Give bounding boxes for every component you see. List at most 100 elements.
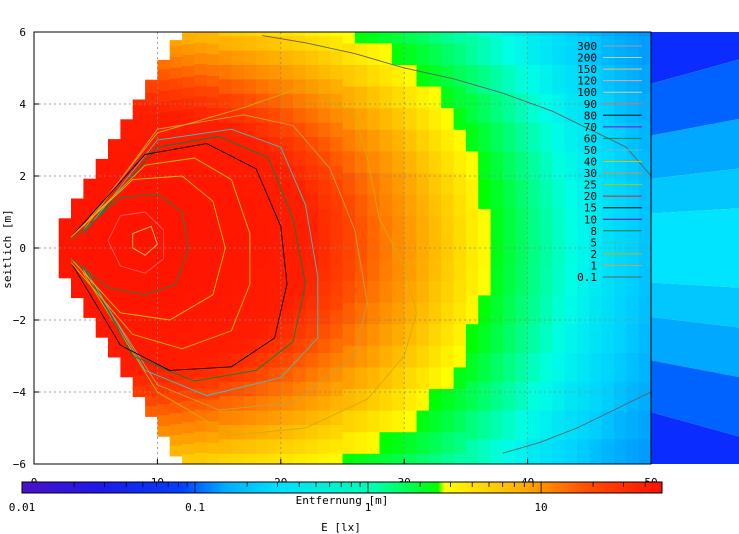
heatmap-cell	[83, 187, 97, 200]
y-tick-label: −2	[13, 314, 26, 327]
heatmap-cell	[539, 381, 553, 411]
heatmap-cell	[478, 32, 492, 37]
heatmap-cell	[145, 297, 158, 309]
heatmap-cell	[157, 338, 171, 351]
heatmap-cell	[231, 280, 245, 296]
heatmap-cell	[305, 64, 319, 80]
heatmap-cell	[342, 388, 356, 411]
heatmap-cell	[132, 104, 146, 117]
heatmap-cell	[539, 237, 553, 267]
heatmap-cell	[206, 172, 220, 184]
heatmap-cell	[145, 135, 158, 147]
heatmap-cell	[317, 381, 331, 397]
heatmap-cell	[317, 107, 331, 123]
heatmap-cell	[182, 378, 195, 390]
heatmap-cell	[626, 208, 640, 238]
heatmap-cell	[268, 107, 282, 123]
heatmap-cell	[157, 371, 171, 383]
heatmap-cell	[145, 178, 158, 191]
heatmap-cell	[330, 150, 344, 166]
heatmap-cell	[601, 64, 615, 94]
heatmap-cell	[293, 150, 306, 166]
heatmap-cell	[243, 410, 257, 425]
heatmap-cell	[564, 122, 578, 152]
heatmap-cell	[280, 179, 294, 195]
heatmap-cell	[527, 64, 541, 94]
heatmap-cell	[354, 32, 368, 44]
heatmap-cell	[614, 294, 627, 325]
heatmap-cell	[145, 189, 158, 201]
heatmap-cell	[206, 140, 220, 152]
heatmap-cell	[379, 280, 393, 303]
heatmap-cell	[552, 32, 566, 37]
heatmap-cell	[219, 64, 232, 80]
heatmap-cell	[453, 323, 467, 346]
heatmap-cell	[194, 32, 208, 43]
heatmap-cell	[256, 7, 269, 22]
heatmap-cell	[145, 340, 158, 353]
heatmap-cell	[354, 194, 368, 217]
heatmap-cell	[182, 432, 195, 444]
heatmap-cell	[539, 438, 553, 464]
heatmap-cell	[132, 99, 146, 106]
heatmap-cell	[428, 150, 442, 173]
heatmap-cell	[120, 171, 134, 183]
heatmap-cell	[243, 208, 257, 224]
y-tick-label: −6	[13, 458, 26, 471]
heatmap-cell	[169, 283, 183, 295]
heatmap-cell	[219, 294, 232, 310]
heatmap-cell	[71, 211, 84, 223]
heatmap-cell	[207, 464, 220, 475]
heatmap-cell	[601, 93, 615, 123]
heatmap-cell	[108, 238, 121, 250]
heatmap-cell	[317, 323, 331, 339]
legend-label: 100	[577, 86, 597, 99]
heatmap-cell	[132, 115, 146, 128]
heatmap-cell	[169, 121, 183, 133]
heatmap-cell	[256, 136, 269, 152]
legend-label: 10	[584, 213, 597, 226]
heatmap-cell	[367, 194, 381, 217]
heatmap-cell	[71, 286, 84, 299]
heatmap-cell	[194, 311, 208, 324]
y-axis: 6 4 2 0 −2 −4 −6	[13, 26, 39, 471]
heatmap-cell	[527, 237, 541, 267]
heatmap-cell	[638, 35, 652, 65]
heatmap-cell	[465, 438, 479, 464]
heatmap-cell	[231, 35, 245, 51]
heatmap-cell	[132, 299, 146, 311]
heatmap-cell	[490, 208, 504, 238]
legend-label: 5	[590, 236, 597, 249]
contour-line-8	[83, 135, 306, 382]
heatmap-cell	[231, 453, 245, 464]
heatmap-cell	[256, 294, 269, 310]
heatmap-cell	[330, 222, 344, 238]
heatmap-cell	[182, 86, 195, 99]
heatmap-cell	[367, 107, 381, 130]
heatmap-cell	[317, 194, 331, 209]
heatmap-cell	[108, 162, 121, 174]
heatmap-cell	[120, 301, 134, 313]
heatmap-cell	[367, 280, 381, 303]
heatmap-cell	[244, 468, 257, 483]
heatmap-cell	[231, 222, 245, 238]
heatmap-cell	[416, 42, 430, 65]
heatmap-cell	[145, 265, 158, 277]
heatmap-cell	[539, 323, 553, 353]
heatmap-cell	[132, 374, 146, 387]
heatmap-cell	[478, 35, 492, 65]
heatmap-cell	[317, 78, 331, 94]
heatmap-cell	[182, 410, 195, 423]
heatmap-cell	[132, 126, 146, 138]
heatmap-cell	[428, 86, 442, 109]
heatmap-cell	[293, 280, 306, 296]
heatmap-cell	[132, 288, 146, 300]
heatmap-cell	[231, 194, 245, 209]
heatmap-cell	[194, 409, 208, 421]
heatmap-cell	[293, 32, 306, 37]
heatmap-cell	[379, 86, 393, 109]
heatmap-cell	[391, 129, 405, 152]
heatmap-cell	[491, 0, 504, 7]
heatmap-cell	[589, 179, 603, 209]
heatmap-cell	[256, 468, 269, 483]
